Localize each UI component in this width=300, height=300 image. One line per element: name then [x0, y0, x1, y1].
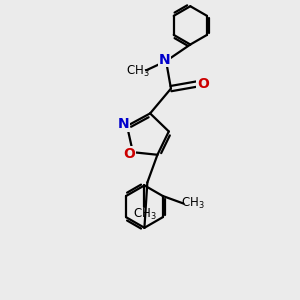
Text: CH$_3$: CH$_3$: [126, 64, 150, 80]
Text: N: N: [159, 52, 170, 67]
Text: O: O: [123, 147, 135, 161]
Text: CH$_3$: CH$_3$: [181, 196, 204, 211]
Text: O: O: [197, 77, 209, 91]
Text: CH$_3$: CH$_3$: [133, 206, 156, 221]
Text: N: N: [118, 118, 129, 131]
